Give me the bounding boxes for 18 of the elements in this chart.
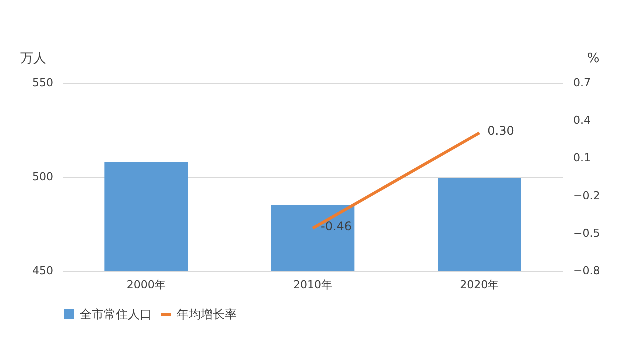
- x-tick-label: 2020年: [460, 278, 500, 292]
- y2-tick-label: −0.5: [574, 226, 600, 240]
- x-tick-label: 2000年: [126, 278, 166, 292]
- data-label: -0.46: [321, 219, 352, 234]
- data-label: 0.30: [488, 124, 514, 138]
- y2-tick-label: 0.7: [574, 76, 591, 90]
- legend-label: 全市常住人口: [80, 308, 152, 322]
- y2-tick-label: −0.2: [574, 189, 600, 202]
- y-tick-label: 550: [32, 76, 54, 90]
- x-tick-label: 2010年: [294, 278, 332, 292]
- y2-tick-label: 0.4: [574, 114, 591, 128]
- y-tick-label: 450: [32, 264, 54, 278]
- y2-tick-label: 0.1: [574, 152, 591, 165]
- y2-axis-title: %: [587, 52, 600, 66]
- y-axis-title: 万人: [20, 52, 46, 66]
- y-tick-label: 500: [32, 170, 54, 184]
- legend-label: 年均增长率: [177, 308, 237, 322]
- y2-tick-label: −0.8: [574, 264, 600, 278]
